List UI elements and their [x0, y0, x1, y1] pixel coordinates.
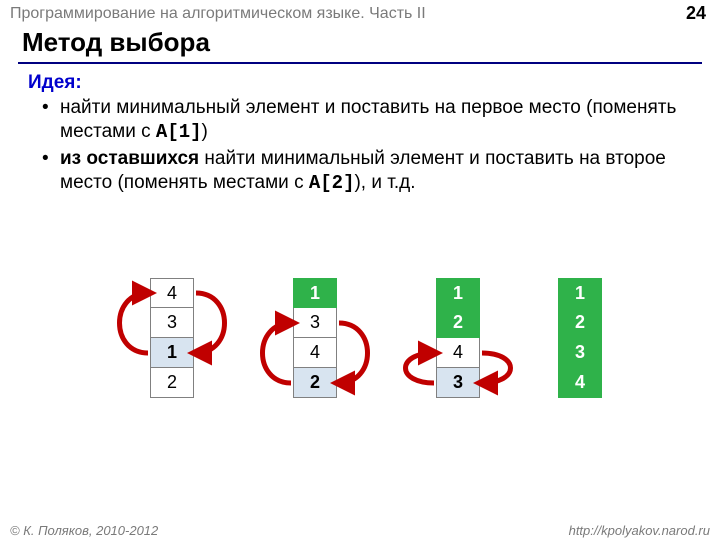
- array-cell: 2: [150, 368, 194, 398]
- slide: Программирование на алгоритмическом язык…: [0, 0, 720, 540]
- swap-arrow: [251, 309, 297, 397]
- code-ref: A[1]: [156, 121, 202, 143]
- bullet-item: найти минимальный элемент и поставить на…: [42, 96, 680, 145]
- title-rule: [18, 62, 702, 64]
- idea-bullets: найти минимальный элемент и поставить на…: [42, 96, 680, 197]
- array-cell: 2: [436, 308, 480, 338]
- bullet-bold: из оставшихся: [60, 148, 199, 169]
- swap-arrow: [476, 339, 522, 397]
- swap-arrow: [394, 339, 440, 397]
- array-cell: 4: [436, 338, 480, 368]
- array-column: 1234: [558, 278, 602, 398]
- array-cell: 4: [293, 338, 337, 368]
- array-cell: 1: [558, 278, 602, 308]
- swap-arrow: [333, 309, 379, 397]
- footer-copyright: © К. Поляков, 2010-2012: [10, 523, 158, 538]
- header-bar: Программирование на алгоритмическом язык…: [0, 0, 720, 24]
- array-cell: 3: [150, 308, 194, 338]
- header-title: Программирование на алгоритмическом язык…: [10, 5, 426, 23]
- bullet-item: из оставшихся найти минимальный элемент …: [42, 147, 680, 196]
- array-column: 1243: [436, 278, 480, 398]
- array-cell: 1: [293, 278, 337, 308]
- array-cell: 3: [558, 338, 602, 368]
- code-ref: A[2]: [309, 172, 355, 194]
- array-cell: 1: [150, 338, 194, 368]
- footer: © К. Поляков, 2010-2012 http://kpolyakov…: [0, 520, 720, 540]
- swap-arrow: [190, 279, 236, 367]
- bullet-text: ), и т.д.: [354, 172, 415, 193]
- selection-sort-diagram: 4312134212431234: [0, 268, 720, 468]
- bullet-text: ): [202, 121, 208, 142]
- array-cell: 1: [436, 278, 480, 308]
- array-cell: 3: [293, 308, 337, 338]
- swap-arrow: [108, 279, 154, 367]
- page-number: 24: [686, 3, 706, 24]
- bullet-text: найти минимальный элемент и поставить на…: [60, 97, 676, 142]
- array-cell: 4: [558, 368, 602, 398]
- array-cell: 4: [150, 278, 194, 308]
- array-cell: 3: [436, 368, 480, 398]
- array-cell: 2: [558, 308, 602, 338]
- slide-title: Метод выбора: [22, 27, 210, 58]
- array-column: 4312: [150, 278, 194, 398]
- array-column: 1342: [293, 278, 337, 398]
- array-cell: 2: [293, 368, 337, 398]
- idea-label: Идея:: [28, 72, 82, 94]
- footer-url: http://kpolyakov.narod.ru: [569, 523, 710, 538]
